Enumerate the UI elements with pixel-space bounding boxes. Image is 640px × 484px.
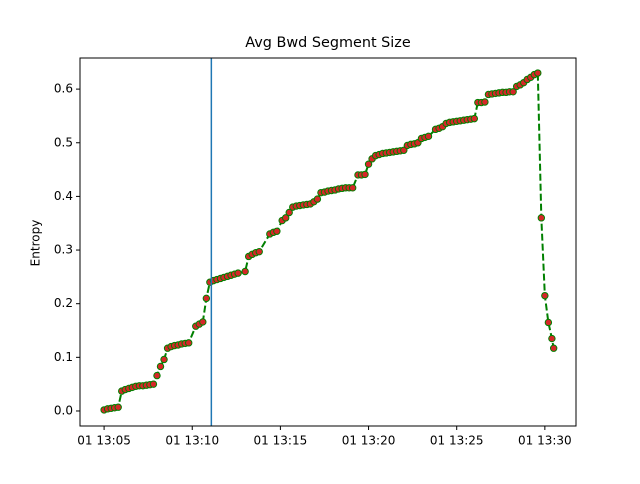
data-point (509, 88, 517, 96)
data-point (313, 195, 322, 203)
y-tick-label: 0.0 (54, 403, 73, 417)
data-point (348, 184, 357, 192)
y-tick-label: 0.4 (54, 189, 73, 203)
x-tick-label: 01 13:10 (165, 434, 219, 448)
chart-title: Avg Bwd Segment Size (245, 35, 411, 51)
x-tick-label: 01 13:30 (518, 434, 572, 448)
data-point (424, 132, 433, 141)
data-point (156, 362, 165, 371)
x-tick-label: 01 13:05 (77, 434, 131, 448)
data-point (149, 380, 158, 388)
data-point (534, 69, 542, 77)
data-point (185, 339, 193, 347)
data-point (481, 98, 489, 106)
data-point (548, 334, 556, 343)
data-point (470, 114, 479, 123)
data-point (202, 294, 211, 303)
data-point (364, 160, 373, 168)
data-point (234, 269, 242, 277)
data-point (361, 170, 369, 179)
x-tick-label: 01 13:15 (254, 434, 308, 448)
y-axis-label: Entropy (29, 220, 43, 267)
data-point (153, 371, 161, 380)
data-point (541, 291, 549, 300)
data-point (255, 247, 263, 256)
data-point (241, 267, 249, 276)
x-tick-label: 01 13:20 (342, 434, 396, 448)
axes-frame (79, 57, 577, 427)
y-tick-label: 0.1 (54, 350, 73, 364)
data-point (160, 355, 168, 364)
y-tick-label: 0.5 (54, 135, 73, 149)
data-point (537, 214, 546, 222)
y-tick-label: 0.3 (54, 243, 73, 257)
data-point (114, 403, 122, 411)
data-point (549, 344, 558, 352)
data-point (400, 146, 408, 154)
y-tick-label: 0.2 (54, 296, 73, 310)
data-point (281, 214, 290, 222)
y-tick-label: 0.6 (54, 82, 73, 96)
data-point (285, 208, 293, 217)
x-tick-label: 01 13:25 (430, 434, 484, 448)
data-point (199, 318, 207, 326)
data-point (273, 227, 281, 235)
data-point (544, 318, 553, 327)
